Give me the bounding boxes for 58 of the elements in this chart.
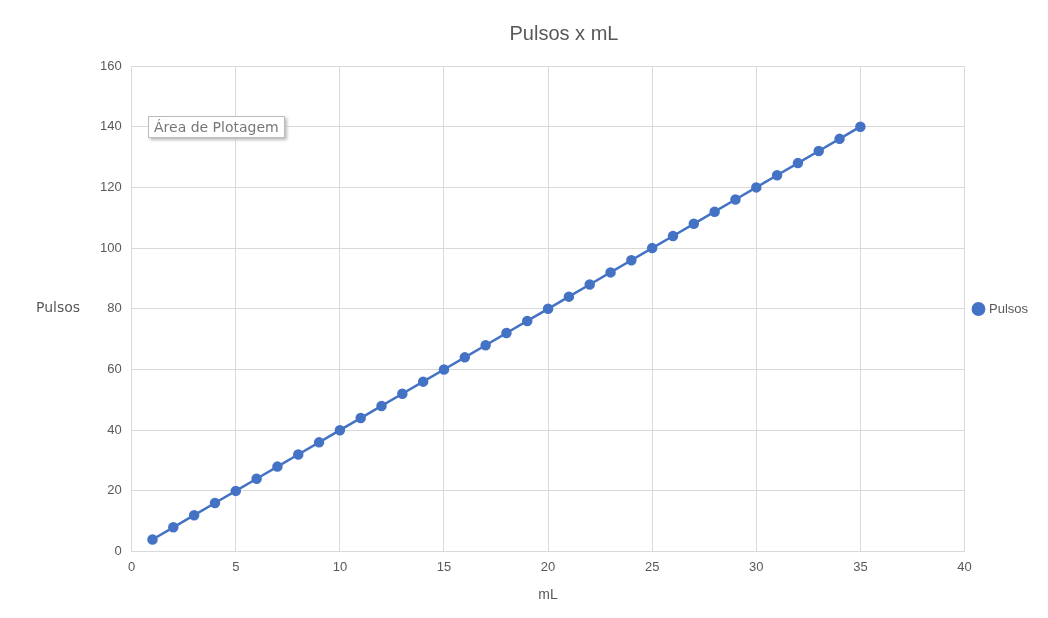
point [646,242,658,254]
point [209,497,221,509]
y-tick-label: 140 [99,118,122,134]
x-axis-title: mL [538,586,559,603]
point [584,279,595,290]
point [293,449,304,460]
point [751,182,762,193]
x-tick-label: 15 [436,558,452,574]
point [251,473,262,485]
x-tick-label: 20 [540,558,556,574]
point [626,254,637,266]
point [563,291,575,302]
y-tick-label: 20 [107,482,122,498]
point [438,364,450,375]
point [459,352,471,363]
point [855,121,866,132]
x-tick-label: 0 [128,558,136,574]
x-tick-label: 25 [644,558,660,574]
point [730,194,741,205]
annotation: Área de Plotagem [148,116,285,138]
x-tick-label: 40 [957,558,972,574]
point [188,509,200,521]
point [522,315,533,327]
point [792,157,804,169]
point [376,400,387,412]
y-tick-label: 100 [99,239,122,255]
y-tick-label: 60 [107,361,122,377]
point [480,339,491,351]
point [168,522,179,533]
y-tick-label: 40 [107,421,122,437]
point [147,534,158,545]
point [542,303,554,315]
y-tick-label: 80 [107,300,122,316]
point [688,218,700,230]
x-tick-label: 10 [332,558,348,574]
point [334,424,346,436]
point [313,437,325,448]
chart-title: Pulsos x mL [509,21,619,44]
point [667,230,679,242]
legend-label: Pulsos [988,300,1029,316]
x-tick-label: 35 [853,558,868,574]
y-tick-label: 120 [99,178,122,194]
point [771,170,783,181]
point [813,145,824,157]
point [709,206,720,217]
x-tick-label: 5 [232,558,240,574]
point [230,485,242,497]
point [834,133,845,145]
x-tick-label: 30 [749,558,764,574]
point [417,376,429,387]
y-axis-title: Pulsos [35,299,81,316]
point [397,388,408,400]
point [501,327,512,339]
point [272,461,283,472]
point [605,267,616,278]
y-tick-label: 160 [99,57,122,73]
y-tick-label: 0 [114,543,122,559]
point [355,412,366,424]
